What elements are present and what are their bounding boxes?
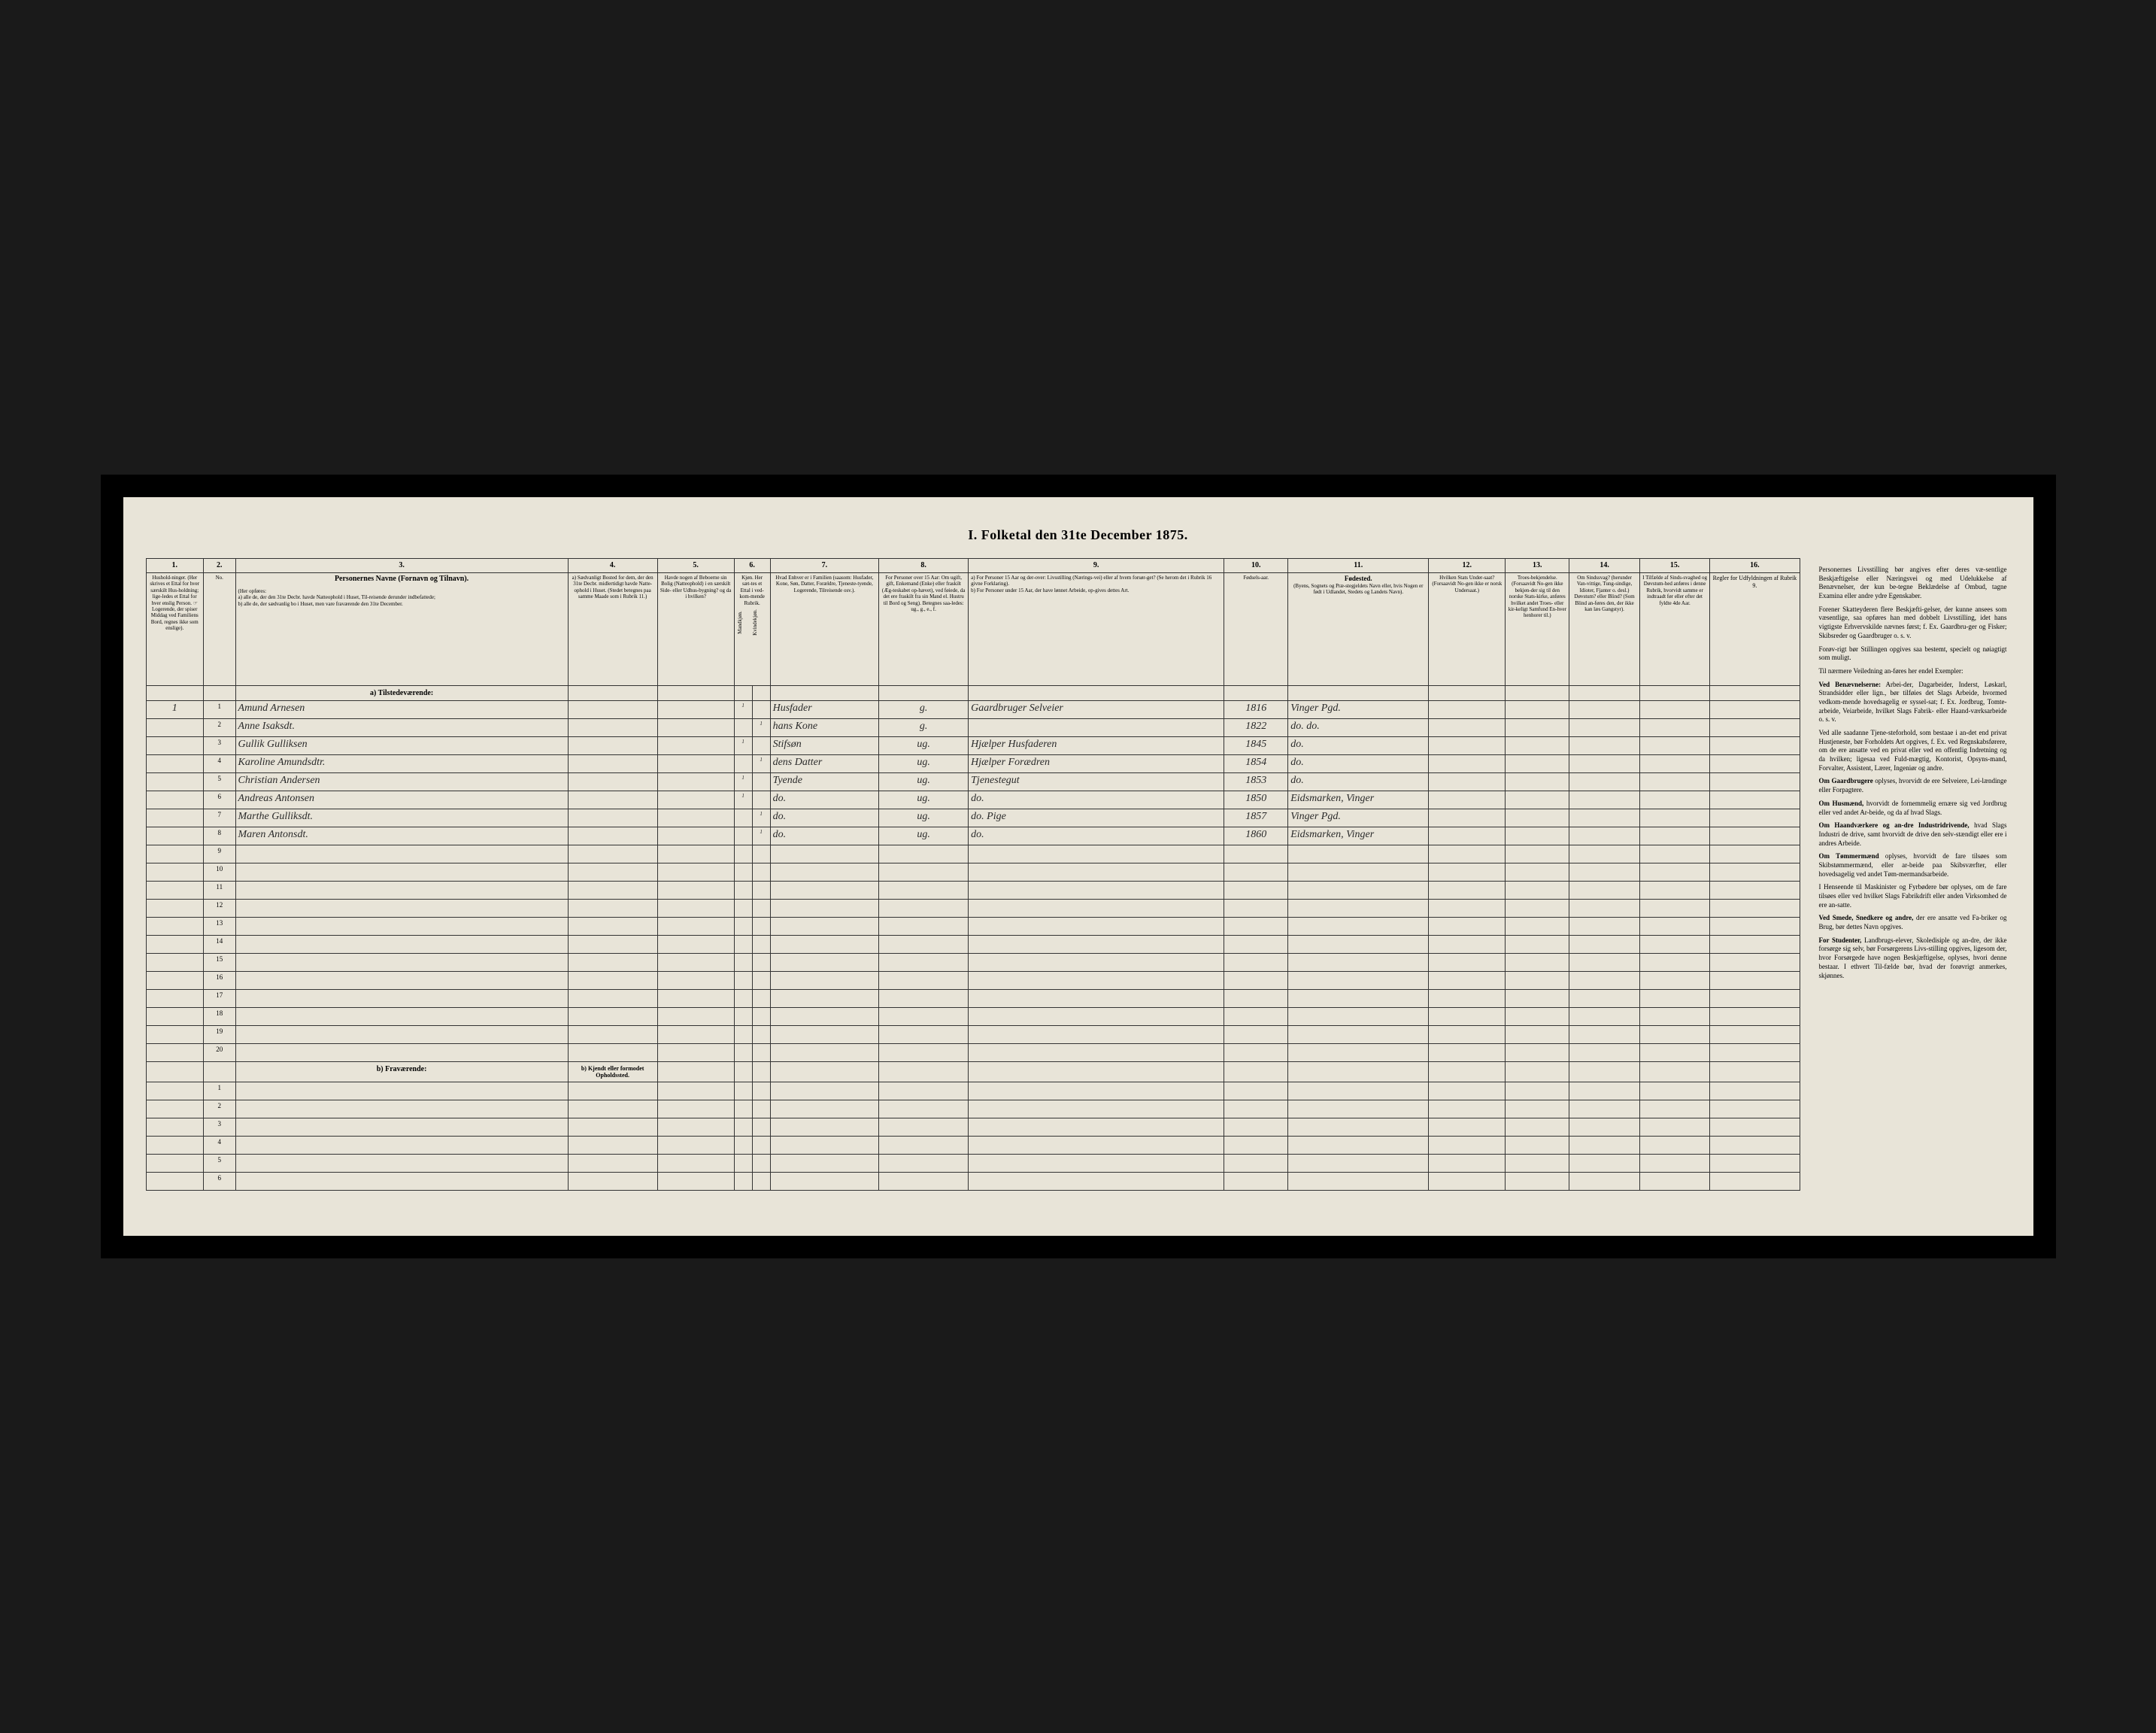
table-row: 11 <box>146 882 1800 900</box>
rule-p: Til nærmere Veiledning an-føres her ende… <box>1819 667 2007 676</box>
table-row: 15 <box>146 954 1800 972</box>
table-row: 18 <box>146 1008 1800 1026</box>
rule-p: Om Tømmermænd oplyses, hvorvidt de fare … <box>1819 852 2007 879</box>
table-row: 1 <box>146 1082 1800 1100</box>
table-row: 8 Maren Antonsdt. 1 do. ug. do. 1860 Eid… <box>146 827 1800 845</box>
col-num: 14. <box>1569 559 1640 573</box>
rule-p: Personernes Livsstilling bør angives eft… <box>1819 566 2007 601</box>
table-row: 19 <box>146 1026 1800 1044</box>
table-row: 2 <box>146 1100 1800 1118</box>
col-num: 6. <box>734 559 770 573</box>
table-row: 17 <box>146 990 1800 1008</box>
table-row: 10 <box>146 863 1800 882</box>
header-11-title: Fødested. <box>1290 575 1426 583</box>
rule-p: I Henseende til Maskinister og Fyrbødere… <box>1819 883 2007 909</box>
table-row: 12 <box>146 900 1800 918</box>
col-num: 8. <box>879 559 969 573</box>
table-row: 6 Andreas Antonsen 1 do. ug. do. 1850 Ei… <box>146 791 1800 809</box>
header-3-title: Personernes Navne (Fornavn og Tilnavn). <box>238 575 566 584</box>
header-1: Hushold-ninger. (Her skrives et Ettal fo… <box>146 573 204 686</box>
census-table-wrap: 1. 2. 3. 4. 5. 6. 7. 8. 9. 10. 11. 12. <box>146 558 1800 1191</box>
document-page: I. Folketal den 31te December 1875. 1. 2… <box>123 497 2033 1236</box>
table-row: 13 <box>146 918 1800 936</box>
rule-p: Ved Benævnelserne: Arbei-der, Dagarbeide… <box>1819 681 2007 724</box>
rule-p: Om Haandværkere og an-dre Industridriven… <box>1819 821 2007 848</box>
col-num: 9. <box>969 559 1224 573</box>
rule-p: Forøv-rigt bør Stillingen opgives saa be… <box>1819 645 2007 663</box>
header-14: Om Sindssvag? (herunder Van-vittige, Tun… <box>1569 573 1640 686</box>
header-3: Personernes Navne (Fornavn og Tilnavn). … <box>235 573 568 686</box>
col-num: 16. <box>1710 559 1800 573</box>
table-row: 20 <box>146 1044 1800 1062</box>
col-num: 13. <box>1506 559 1569 573</box>
column-number-row: 1. 2. 3. 4. 5. 6. 7. 8. 9. 10. 11. 12. <box>146 559 1800 573</box>
header-7: Hvad Enhver er i Familien (saasom: Husfa… <box>770 573 879 686</box>
table-row: 4 Karoline Amundsdtr. 1 dens Datter ug. … <box>146 755 1800 773</box>
table-row: 5 Christian Andersen 1 Tyende ug. Tjenes… <box>146 773 1800 791</box>
header-2: No. <box>204 573 236 686</box>
col-num: 3. <box>235 559 568 573</box>
rule-p: Forener Skatteyderen flere Beskjæfti-gel… <box>1819 605 2007 641</box>
rule-p: For Studenter, Landbrugs-elever, Skoledi… <box>1819 936 2007 980</box>
header-3-sub: (Her opføres: a) alle de, der den 31te D… <box>238 588 566 607</box>
rule-p: Ved Smede, Snedkere og andre, der ere an… <box>1819 914 2007 931</box>
col-num: 11. <box>1288 559 1429 573</box>
header-6: Kjøn. Her sæt-tes et Ettal i ved-kom-men… <box>734 573 770 686</box>
census-table: 1. 2. 3. 4. 5. 6. 7. 8. 9. 10. 11. 12. <box>146 558 1800 1191</box>
rule-p: Om Husmænd, hvorvidt de fornemmelig ernæ… <box>1819 800 2007 817</box>
header-16: Regler for Udfyldningen af Rubrik 9. <box>1710 573 1800 686</box>
header-10: Fødsels-aar. <box>1224 573 1288 686</box>
rule-p: Ved alle saadanne Tjene-steforhold, som … <box>1819 729 2007 772</box>
table-row: 3 Gullik Gulliksen 1 Stifsøn ug. Hjælper… <box>146 737 1800 755</box>
header-6a: Mandkjøn. <box>737 609 752 636</box>
header-6-top: Kjøn. Her sæt-tes et Ettal i ved-kom-men… <box>737 575 768 606</box>
section-b-row: b) Fraværende:b) Kjendt eller formodet O… <box>146 1062 1800 1082</box>
col-num: 10. <box>1224 559 1288 573</box>
header-12: Hvilken Stats Under-saat? (Forsaavidt No… <box>1429 573 1506 686</box>
header-5: Havde nogen af Beboerne sin Bolig (Natte… <box>657 573 734 686</box>
col-num: 15. <box>1639 559 1710 573</box>
header-4: a) Sædvanligt Bosted for dem, der den 31… <box>568 573 657 686</box>
col-num: 4. <box>568 559 657 573</box>
table-row: 1 1 Amund Arnesen 1 Husfader g. Gaardbru… <box>146 701 1800 719</box>
table-row: 2 Anne Isaksdt. 1 hans Kone g. 1822 do. … <box>146 719 1800 737</box>
col-num: 2. <box>204 559 236 573</box>
scan-frame: I. Folketal den 31te December 1875. 1. 2… <box>101 475 2056 1258</box>
table-row: 5 <box>146 1155 1800 1173</box>
header-15: I Tilfælde af Sinds-svaghed og Døvstum-h… <box>1639 573 1710 686</box>
col-num: 5. <box>657 559 734 573</box>
header-8: For Personer over 15 Aar: Om ugift, gift… <box>879 573 969 686</box>
table-row: 4 <box>146 1137 1800 1155</box>
col-num: 7. <box>770 559 879 573</box>
header-6b: Kvindekjøn. <box>752 609 767 636</box>
header-11-sub: (Byens, Sognets og Præ-stegjeldets Navn … <box>1290 583 1426 596</box>
page-title: I. Folketal den 31te December 1875. <box>146 527 2011 543</box>
main-layout: 1. 2. 3. 4. 5. 6. 7. 8. 9. 10. 11. 12. <box>146 558 2011 1191</box>
table-row: 6 <box>146 1173 1800 1191</box>
table-body: a) Tilstedeværende: 1 1 Amund Arnesen 1 … <box>146 686 1800 1191</box>
header-13: Troes-bekjendelse. (Forsaavidt No-gen ik… <box>1506 573 1569 686</box>
header-row: Hushold-ninger. (Her skrives et Ettal fo… <box>146 573 1800 686</box>
col-num: 12. <box>1429 559 1506 573</box>
table-row: 16 <box>146 972 1800 990</box>
header-9: a) For Personer 15 Aar og der-over: Livs… <box>969 573 1224 686</box>
table-row: 9 <box>146 845 1800 863</box>
table-row: 14 <box>146 936 1800 954</box>
rules-sidebar: Personernes Livsstilling bør angives eft… <box>1815 558 2011 1191</box>
header-11: Fødested. (Byens, Sognets og Præ-stegjel… <box>1288 573 1429 686</box>
section-a-row: a) Tilstedeværende: <box>146 686 1800 701</box>
table-row: 7 Marthe Gulliksdt. 1 do. ug. do. Pige 1… <box>146 809 1800 827</box>
col-num: 1. <box>146 559 204 573</box>
rule-p: Om Gaardbrugere oplyses, hvorvidt de ere… <box>1819 777 2007 794</box>
table-row: 3 <box>146 1118 1800 1137</box>
